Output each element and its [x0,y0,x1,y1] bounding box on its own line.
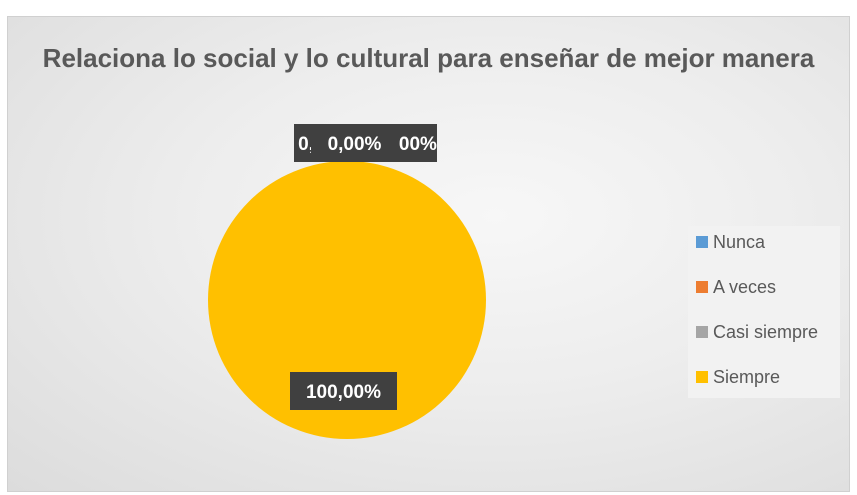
legend-label-casi-siempre: Casi siempre [713,321,819,342]
data-label-casi-siempre: 0,00% [311,124,398,162]
data-label-siempre: 100,00% [290,372,397,410]
legend-item-nunca: Nunca [696,230,765,254]
legend-label-siempre: Siempre [713,366,781,387]
pie-slices [208,161,486,439]
legend-label-nunca: Nunca [713,231,766,252]
pie-slice-siempre [208,161,486,439]
legend-swatch-casi-siempre [696,326,708,338]
legend-swatch-a-veces [696,281,708,293]
legend-swatch-siempre [696,371,708,383]
legend-item-a-veces: A veces [696,275,776,299]
legend-label-a-veces: A veces [713,276,777,297]
data-label-box [311,124,398,162]
data-label-text: 100,00% [306,382,381,403]
data-label-box [290,372,397,410]
data-label-text: 0,00% [328,134,382,155]
data-labels: 0,00%0,00%0,00%100,00% [290,124,437,410]
chart-title: Relaciona lo social y lo cultural para e… [42,43,815,73]
legend-item-siempre: Siempre [696,365,780,389]
legend-swatch-nunca [696,236,708,248]
legend-item-casi-siempre: Casi siempre [696,320,818,344]
chart-legend: Nunca A veces Casi siempre Siempre [688,226,840,398]
